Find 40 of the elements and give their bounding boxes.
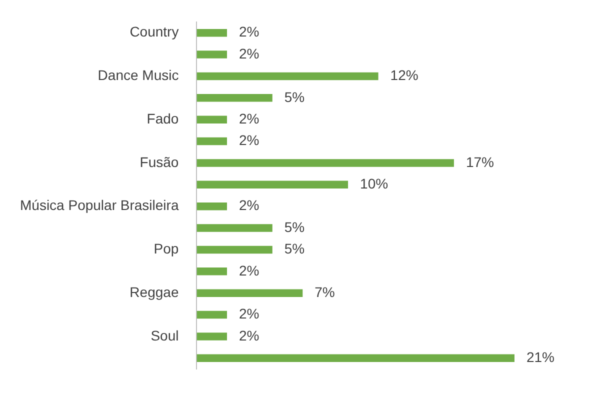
bar xyxy=(196,310,227,319)
data-label: 7% xyxy=(314,284,335,300)
bar xyxy=(196,268,227,276)
data-label: 2% xyxy=(238,45,260,62)
bar xyxy=(196,159,454,167)
data-label: 5% xyxy=(284,240,305,257)
y-tick-label: Dance Music xyxy=(98,67,179,84)
bar xyxy=(196,202,227,210)
data-label: 5% xyxy=(284,88,305,105)
data-label: 5% xyxy=(284,218,305,235)
data-label: 21% xyxy=(526,349,555,366)
y-tick-label: Soul xyxy=(150,327,179,344)
bar xyxy=(196,180,348,189)
data-label: 2% xyxy=(238,132,260,148)
data-label: 17% xyxy=(466,154,494,170)
bar xyxy=(196,94,272,102)
data-label: 2% xyxy=(238,110,260,126)
y-tick-label: Música Popular Brasileira xyxy=(20,197,179,214)
bar xyxy=(196,50,227,58)
data-label: 12% xyxy=(390,67,418,84)
bar xyxy=(196,224,272,232)
data-label: 10% xyxy=(360,176,388,192)
data-label: 2% xyxy=(238,262,260,278)
y-tick-label: Fusão xyxy=(140,154,179,170)
data-label: 2% xyxy=(238,24,260,40)
data-label: 2% xyxy=(238,306,260,322)
bar xyxy=(196,116,227,124)
bar xyxy=(196,289,303,297)
bar xyxy=(196,354,514,362)
y-tick-label: Fado xyxy=(146,110,179,126)
bar xyxy=(196,28,227,37)
bar xyxy=(196,246,272,254)
data-label: 2% xyxy=(238,327,260,344)
data-label: 2% xyxy=(238,197,260,214)
bar xyxy=(196,72,378,80)
y-tick-label: Country xyxy=(130,24,179,40)
y-tick-label: Reggae xyxy=(130,284,179,300)
y-tick-label: Pop xyxy=(154,240,179,257)
bar xyxy=(196,137,227,146)
bar xyxy=(196,332,227,340)
